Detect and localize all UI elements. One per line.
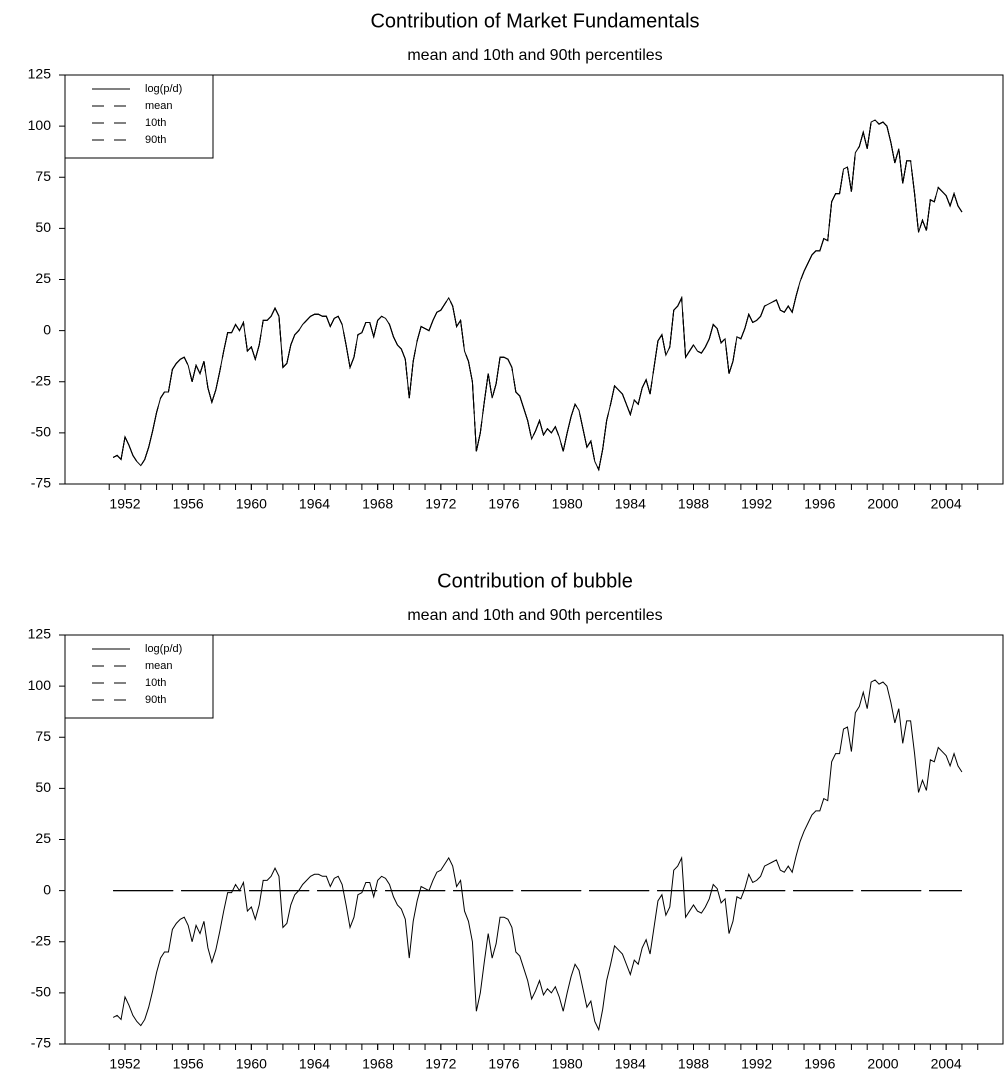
y-tick-label: 100	[28, 677, 52, 693]
x-tick-label: 2004	[931, 496, 962, 512]
series-line	[112, 119, 963, 472]
legend-label: 90th	[145, 694, 166, 706]
y-tick-label: 50	[35, 219, 51, 235]
legend-label: mean	[145, 660, 173, 672]
x-tick-label: 1964	[299, 496, 330, 512]
x-tick-label: 1992	[741, 1056, 772, 1072]
y-tick-label: 50	[35, 779, 51, 795]
legend: log(p/d) mean 10th 90th	[64, 74, 214, 159]
y-tick-label: 0	[43, 321, 51, 337]
y-tick-label: -25	[31, 372, 51, 388]
x-tick-label: 1988	[678, 496, 709, 512]
y-tick-label: -50	[31, 984, 51, 1000]
legend-label: 10th	[145, 677, 166, 689]
y-tick-label: -50	[31, 424, 51, 440]
y-tick-label: 125	[28, 626, 52, 642]
y-tick-label: 100	[28, 117, 52, 133]
x-tick-label: 1976	[488, 496, 519, 512]
y-tick-label: -75	[31, 475, 51, 491]
y-tick-label: -25	[31, 932, 51, 948]
x-tick-label: 2004	[931, 1056, 962, 1072]
y-tick-label: -75	[31, 1035, 51, 1051]
x-tick-label: 1956	[173, 1056, 204, 1072]
x-tick-label: 1972	[425, 1056, 456, 1072]
y-tick-label: 25	[35, 270, 51, 286]
x-tick-label: 2000	[867, 1056, 898, 1072]
chart-title: Contribution of Market Fundamentals	[370, 10, 699, 32]
chart-subtitle: mean and 10th and 90th percentiles	[407, 47, 662, 64]
x-tick-label: 1980	[552, 1056, 583, 1072]
x-tick-label: 1952	[109, 1056, 140, 1072]
x-tick-label: 1996	[804, 1056, 835, 1072]
series-line	[112, 679, 963, 1032]
x-tick-label: 1964	[299, 1056, 330, 1072]
legend-label: log(p/d)	[145, 643, 182, 655]
x-tick-label: 1988	[678, 1056, 709, 1072]
legend-label: mean	[145, 100, 173, 112]
legend-label: 10th	[145, 117, 166, 129]
chart-title: Contribution of bubble	[437, 570, 633, 592]
series-line	[112, 119, 963, 472]
x-tick-label: 1968	[362, 1056, 393, 1072]
legend-box	[64, 74, 214, 159]
x-tick-label: 1984	[615, 1056, 646, 1072]
x-tick-label: 1984	[615, 496, 646, 512]
x-tick-label: 1992	[741, 496, 772, 512]
legend-box	[64, 634, 214, 719]
y-tick-label: 0	[43, 881, 51, 897]
series-line	[112, 119, 963, 472]
chart-subtitle: mean and 10th and 90th percentiles	[407, 607, 662, 624]
x-tick-label: 1976	[488, 1056, 519, 1072]
y-tick-label: 125	[28, 66, 52, 82]
x-tick-label: 2000	[867, 496, 898, 512]
legend: log(p/d) mean 10th 90th	[64, 634, 214, 719]
y-tick-label: 25	[35, 830, 51, 846]
x-tick-label: 1960	[236, 1056, 267, 1072]
x-tick-label: 1972	[425, 496, 456, 512]
x-tick-label: 1996	[804, 496, 835, 512]
x-tick-label: 1968	[362, 496, 393, 512]
x-tick-label: 1952	[109, 496, 140, 512]
series-line	[112, 119, 963, 472]
y-tick-label: 75	[35, 168, 51, 184]
x-tick-label: 1956	[173, 496, 204, 512]
y-tick-label: 75	[35, 728, 51, 744]
x-tick-label: 1980	[552, 496, 583, 512]
legend-label: 90th	[145, 134, 166, 146]
x-tick-label: 1960	[236, 496, 267, 512]
legend-label: log(p/d)	[145, 83, 182, 95]
